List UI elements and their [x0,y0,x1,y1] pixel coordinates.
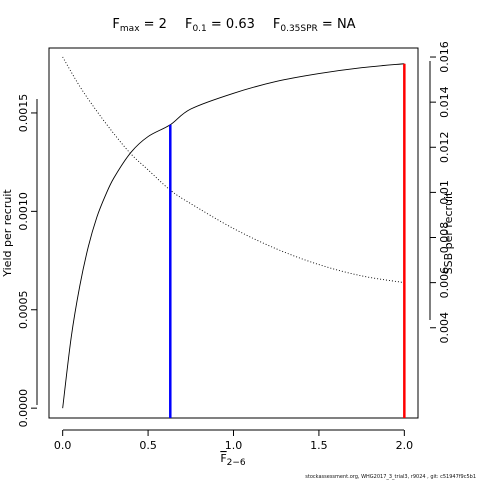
x-axis-title-main: F [220,452,226,465]
title-fmax-value: = 2 [140,17,167,32]
y-axis-ticks: 0.0000 0.0005 0.0010 0.0015 [17,94,37,428]
y-tick-label: 0.0015 [17,94,30,133]
y2-tick-label: 0.012 [438,132,451,164]
title-f01-label: F [185,17,192,32]
plot-frame [48,47,419,419]
y2-tick-label: 0.01 [438,180,451,205]
title-f01-sub: 0.1 [192,24,206,34]
title-fspr-sub: 0.35SPR [280,24,317,34]
title-f01-value: = 0.63 [207,17,255,32]
y2-axis-title: SSB per recruit [442,191,455,274]
y-tick-label: 0.0000 [17,389,30,428]
x-axis-title-sub: 2−6 [227,458,246,468]
y-tick-label: 0.0010 [17,192,30,231]
x-tick-label: 1.0 [225,439,243,452]
y-tick-label: 0.0005 [17,291,30,330]
y-axis-title: Yield per recruit [1,189,14,278]
y2-tick-label: 0.006 [438,267,451,299]
y2-axis-ticks: 0.004 0.006 0.008 0.01 0.012 0.014 0.016 [430,41,451,344]
title-fmax-label: F [112,17,119,32]
y2-tick-label: 0.016 [438,41,451,73]
y2-tick-label: 0.004 [438,312,451,344]
x-axis-title: F2−6 [220,452,246,468]
y2-tick-label: 0.008 [438,222,451,254]
footer-note: stockassessment.org, WHG2017_3_trial3, r… [305,474,476,480]
y2-tick-label: 0.014 [438,86,451,118]
x-tick-label: 0.5 [139,439,157,452]
x-axis-ticks: 0.0 0.5 1.0 1.5 2.0 [54,430,413,452]
x-tick-label: 1.5 [310,439,328,452]
ssb-per-recruit-curve [62,56,405,284]
yield-per-recruit-curve [62,63,405,409]
title-fmax-sub: max [120,24,140,34]
chart-title: Fmax = 2 F0.1 = 0.63 F0.35SPR = NA [112,17,355,34]
title-fspr-value: = NA [318,17,356,32]
x-tick-label: 0.0 [54,439,72,452]
title-fspr-label: F [273,17,280,32]
x-tick-label: 2.0 [396,439,414,452]
